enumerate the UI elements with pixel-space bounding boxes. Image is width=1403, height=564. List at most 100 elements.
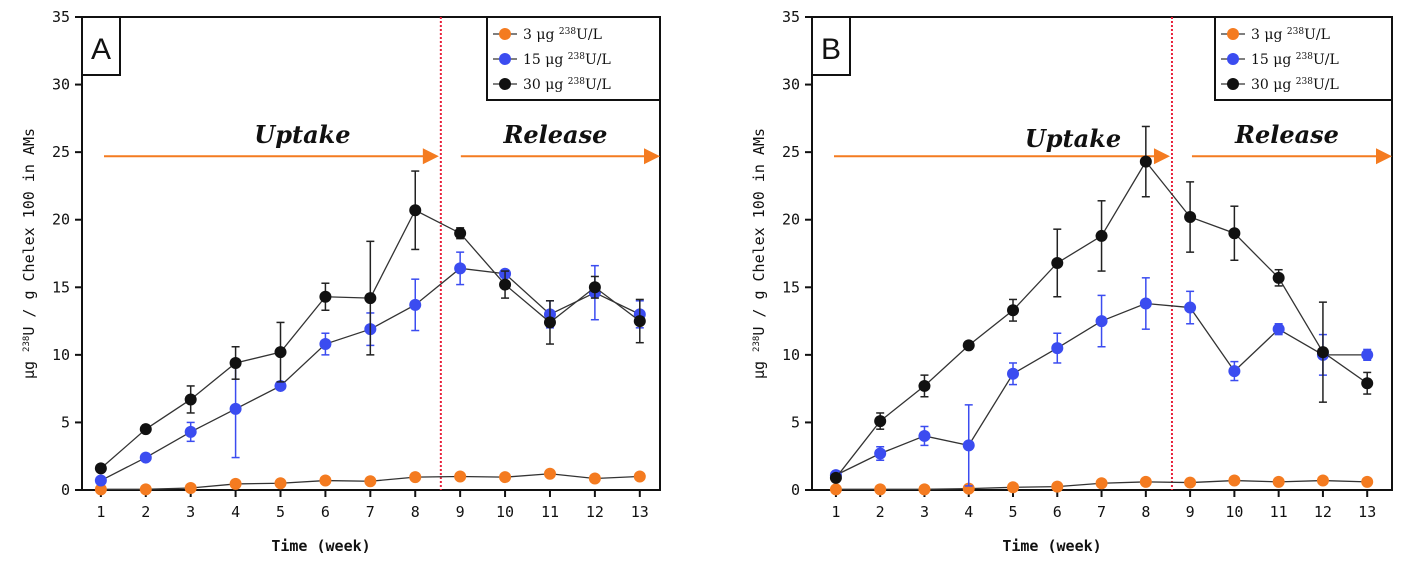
data-point <box>274 379 287 392</box>
data-point <box>633 315 646 328</box>
data-point <box>229 477 242 490</box>
data-point <box>409 204 422 217</box>
x-axis-label: Time (week) <box>271 537 370 555</box>
x-tick-label: 13 <box>1358 503 1376 521</box>
data-point <box>1007 367 1020 380</box>
release-label: Release <box>1234 120 1339 149</box>
x-tick-label: 11 <box>541 503 559 521</box>
panel-label-box <box>811 16 851 76</box>
series-0 <box>94 467 646 496</box>
uptake-arrow-head <box>1153 148 1170 165</box>
data-point <box>1228 227 1241 240</box>
data-point <box>1184 301 1197 314</box>
x-tick-label: 5 <box>276 503 285 521</box>
x-tick-label: 10 <box>1225 503 1243 521</box>
x-tick-label: 3 <box>920 503 929 521</box>
data-point <box>454 227 467 240</box>
data-point <box>454 470 467 483</box>
data-point <box>409 471 422 484</box>
data-point <box>139 451 152 464</box>
data-point <box>1361 377 1374 390</box>
x-tick-label: 4 <box>231 503 240 521</box>
x-tick-label: 6 <box>321 503 330 521</box>
data-point <box>319 290 332 303</box>
legend-marker <box>1227 53 1239 65</box>
legend: 3 μg 238U/L 15 μg 238U/L 30 μg 238U/L <box>486 16 661 101</box>
data-point <box>918 483 931 496</box>
x-tick-label: 6 <box>1053 503 1062 521</box>
data-point <box>829 471 842 484</box>
uptake-arrow-head <box>422 148 439 165</box>
x-tick-label: 3 <box>186 503 195 521</box>
legend-entry: 15 μg 238U/L <box>1251 52 1339 68</box>
data-point <box>364 475 377 488</box>
series-2 <box>829 125 1374 484</box>
y-tick-label: 30 <box>782 76 800 94</box>
x-tick-label: 2 <box>876 503 885 521</box>
legend-entry: 15 μg 238U/L <box>523 52 611 68</box>
release-arrow-head <box>644 148 660 165</box>
legend-entry: 3 μg 238U/L <box>1251 27 1330 43</box>
uptake-label: Uptake <box>254 120 350 149</box>
data-point <box>918 379 931 392</box>
x-tick-label: 12 <box>586 503 604 521</box>
data-point <box>1228 474 1241 487</box>
y-tick-label: 30 <box>52 76 70 94</box>
panel-label: B <box>821 33 841 66</box>
data-point <box>139 423 152 436</box>
y-tick-label: 10 <box>52 346 70 364</box>
y-tick-label: 0 <box>791 481 800 499</box>
data-point <box>1051 256 1064 269</box>
data-point <box>499 278 512 291</box>
data-point <box>1095 315 1108 328</box>
y-tick-label: 20 <box>782 211 800 229</box>
legend-entry: 30 μg 238U/L <box>523 77 611 93</box>
data-point <box>962 439 975 452</box>
x-tick-label: 1 <box>96 503 105 521</box>
data-point <box>1272 271 1285 284</box>
y-tick-label: 5 <box>61 413 70 431</box>
data-point <box>543 316 556 329</box>
data-point <box>274 477 287 490</box>
data-point <box>94 474 107 487</box>
x-tick-label: 5 <box>1008 503 1017 521</box>
x-tick-label: 13 <box>631 503 649 521</box>
legend-marker <box>499 53 511 65</box>
y-tick-label: 25 <box>782 143 800 161</box>
y-tick-label: 0 <box>61 481 70 499</box>
data-point <box>588 281 601 294</box>
data-point <box>1272 475 1285 488</box>
data-point <box>874 415 887 428</box>
data-point <box>94 483 107 496</box>
legend-marker <box>1227 78 1239 90</box>
data-point <box>1184 476 1197 489</box>
release-label: Release <box>502 120 607 149</box>
x-tick-label: 9 <box>1186 503 1195 521</box>
data-point <box>319 474 332 487</box>
panel-label-box <box>81 16 121 76</box>
x-tick-label: 1 <box>831 503 840 521</box>
data-point <box>1139 475 1152 488</box>
data-point <box>874 447 887 460</box>
data-point <box>184 425 197 438</box>
x-tick-label: 7 <box>1097 503 1106 521</box>
y-axis-label: μg 238U / g Chelex 100 in AMs <box>20 128 38 379</box>
y-tick-label: 35 <box>782 8 800 26</box>
x-tick-label: 12 <box>1314 503 1332 521</box>
data-point <box>364 292 377 305</box>
y-tick-label: 15 <box>782 278 800 296</box>
data-point <box>1095 229 1108 242</box>
data-point <box>1361 475 1374 488</box>
data-point <box>1272 323 1285 336</box>
legend-marker <box>499 78 511 90</box>
data-point <box>1007 304 1020 317</box>
data-point <box>1361 348 1374 361</box>
data-point <box>1095 477 1108 490</box>
legend-marker <box>1227 28 1239 40</box>
data-point <box>1316 346 1329 359</box>
data-point <box>1184 211 1197 224</box>
data-point <box>1316 474 1329 487</box>
legend-marker <box>499 28 511 40</box>
data-point <box>319 338 332 351</box>
